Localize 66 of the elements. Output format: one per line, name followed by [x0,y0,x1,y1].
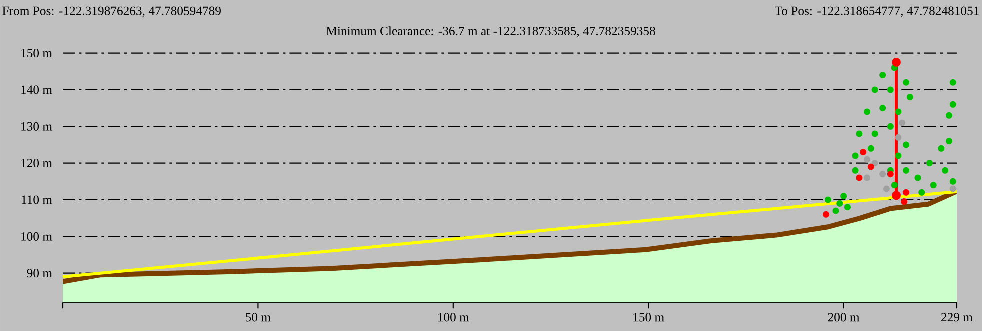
x-tick-label: 150 m [634,313,664,322]
point [872,160,878,167]
point [926,160,933,167]
point [872,130,878,138]
point [895,152,902,160]
point [887,123,894,130]
point [824,196,832,204]
y-tick-label: 100 m [22,232,52,241]
y-tick-label: 140 m [22,86,52,94]
point [864,156,870,163]
y-tick-label: 90 m [27,269,52,278]
point [902,167,910,174]
point [946,112,952,119]
point [950,79,956,86]
text: From Pos: -122.319876263, 47.780594789 [2,6,221,18]
y-tick-label: 130 m [22,122,52,131]
point [887,86,894,94]
point [930,182,937,189]
point [880,105,886,112]
point [832,208,840,214]
point [883,186,890,192]
point [822,211,830,218]
point [872,86,878,94]
x-tick-label: 100 m [438,313,470,322]
point [902,189,910,196]
point [902,79,910,86]
point [880,171,886,178]
point [864,174,870,182]
point [950,178,956,185]
point [852,167,859,174]
chart-title: Minimum Clearance: -36.7 m at -122.318733585, 47.782359358 [326,26,656,38]
point [914,174,922,182]
point [864,108,870,116]
point [856,174,863,182]
point [906,94,914,101]
point [880,72,886,79]
text: To Pos: -122.318654777, 47.782481051 [775,6,979,18]
point [892,191,901,200]
y-tick-label: 150 m [22,49,52,58]
x-tick-label: 50 m [246,313,271,322]
point [950,186,956,192]
point [946,138,952,145]
point [856,130,863,138]
point [938,145,945,152]
point [840,193,848,200]
point [899,120,906,126]
point [950,101,956,108]
point [868,164,874,170]
point [844,204,851,211]
point [918,189,926,196]
x-tick-label: 200 m [828,313,860,322]
point [942,167,949,174]
point [891,182,898,189]
x-tick-label: 229 m [942,313,973,322]
point [868,145,874,152]
point [895,134,902,141]
point [895,108,902,116]
point [852,152,859,160]
point [887,171,894,178]
y-tick-label: 120 m [22,159,52,168]
point [892,58,901,67]
point [902,142,910,148]
point [860,149,867,156]
y-tick-label: 110 m [22,196,52,204]
point [901,198,908,206]
point [836,200,844,207]
